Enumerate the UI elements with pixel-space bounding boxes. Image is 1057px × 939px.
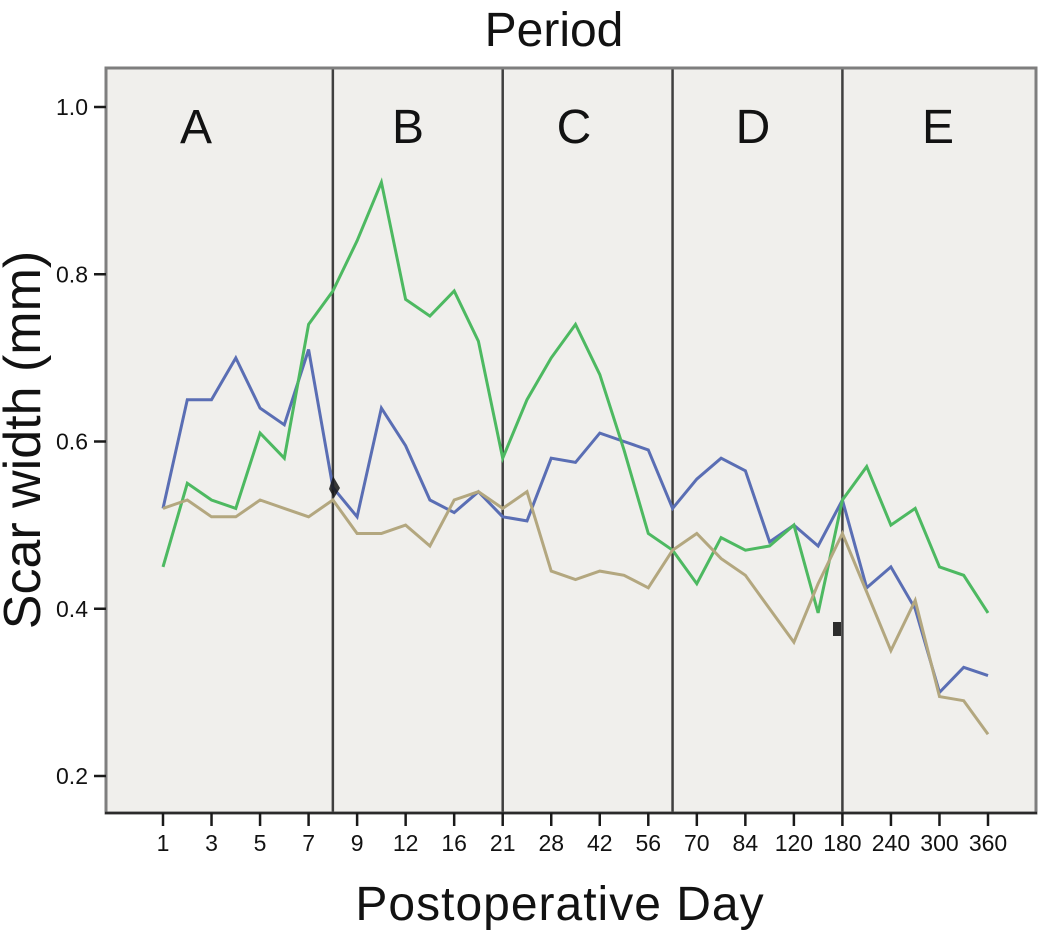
y-tick-label: 0.8 bbox=[56, 261, 88, 287]
x-tick-label: 28 bbox=[538, 830, 564, 856]
x-tick-label: 240 bbox=[872, 830, 910, 856]
artifact-mark bbox=[329, 476, 340, 498]
series-green-line bbox=[161, 177, 990, 614]
x-tick-label: 5 bbox=[254, 830, 267, 856]
period-label-D: D bbox=[736, 101, 771, 154]
plot-area bbox=[106, 68, 1036, 813]
artifact-mark bbox=[833, 622, 841, 636]
x-tick-label: 56 bbox=[635, 830, 661, 856]
y-tick-label: 0.2 bbox=[56, 763, 88, 789]
period-label-C: C bbox=[557, 101, 592, 154]
x-tick-label: 42 bbox=[587, 830, 613, 856]
period-label-B: B bbox=[392, 101, 424, 154]
chart-title: Period bbox=[485, 4, 624, 57]
series-tan-line bbox=[162, 489, 990, 736]
period-label-E: E bbox=[922, 101, 954, 154]
x-tick-label: 120 bbox=[775, 830, 813, 856]
x-tick-label: 300 bbox=[920, 830, 958, 856]
x-tick-label: 1 bbox=[157, 830, 170, 856]
x-tick-label: 360 bbox=[969, 830, 1007, 856]
y-axis-title: Scar width (mm) bbox=[0, 251, 52, 629]
x-tick-label: 180 bbox=[823, 830, 861, 856]
x-tick-label: 7 bbox=[302, 830, 315, 856]
x-axis-title: Postoperative Day bbox=[355, 878, 764, 931]
x-tick-label: 70 bbox=[684, 830, 710, 856]
period-label-A: A bbox=[180, 101, 212, 154]
x-tick-label: 9 bbox=[351, 830, 364, 856]
y-tick-label: 1.0 bbox=[56, 94, 88, 120]
x-tick-label: 3 bbox=[205, 830, 218, 856]
x-tick-label: 84 bbox=[733, 830, 759, 856]
x-tick-label: 16 bbox=[441, 830, 467, 856]
y-tick-label: 0.6 bbox=[56, 429, 88, 455]
x-tick-label: 21 bbox=[490, 830, 516, 856]
y-tick-label: 0.4 bbox=[56, 596, 88, 622]
x-tick-label: 12 bbox=[393, 830, 419, 856]
